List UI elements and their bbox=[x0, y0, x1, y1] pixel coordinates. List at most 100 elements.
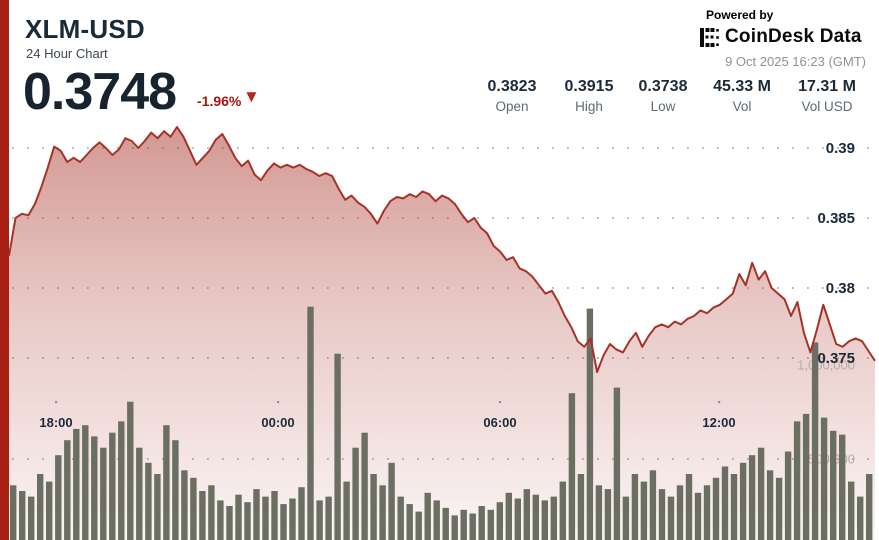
open-label: Open bbox=[495, 99, 529, 114]
open-value: 0.3823 bbox=[487, 78, 537, 95]
volume-bar bbox=[46, 481, 53, 540]
volume-bar bbox=[217, 500, 224, 540]
volume-bar bbox=[568, 393, 576, 540]
volume-bar bbox=[10, 485, 17, 540]
volume-bar bbox=[559, 481, 566, 540]
volume-bar bbox=[577, 474, 585, 540]
chart-subtitle: 24 Hour Chart bbox=[26, 46, 108, 61]
volume-bar bbox=[172, 440, 179, 540]
volume-bar bbox=[631, 474, 639, 540]
volume-bar bbox=[848, 481, 855, 540]
chart-timestamp: 9 Oct 2025 16:23 (GMT) bbox=[725, 54, 866, 69]
vol-label: Vol bbox=[732, 99, 752, 114]
time-axis-labels: 18:00 00:00 06:00 12:00 bbox=[39, 401, 736, 430]
volume-bar bbox=[433, 500, 440, 540]
volume-bar bbox=[352, 447, 359, 540]
volume-bar bbox=[271, 491, 278, 540]
volume-bar bbox=[415, 511, 422, 540]
volume-bar bbox=[55, 455, 62, 540]
volume-bar bbox=[866, 474, 873, 540]
volume-bar bbox=[685, 474, 693, 540]
volume-bar bbox=[190, 477, 197, 540]
price-change-percent: -1.96% bbox=[197, 93, 242, 109]
volume-bar bbox=[766, 470, 774, 540]
volume-bar bbox=[730, 474, 738, 540]
stat-vol-usd: 17.31 M Vol USD bbox=[785, 78, 869, 114]
volume-bar bbox=[334, 353, 341, 540]
volume-bar bbox=[595, 485, 603, 540]
time-tick-label: 00:00 bbox=[261, 415, 294, 430]
volume-bar bbox=[199, 491, 206, 540]
volume-bar bbox=[181, 470, 188, 540]
volume-bar bbox=[712, 477, 720, 540]
volume-bar bbox=[19, 491, 26, 540]
volume-bar bbox=[757, 447, 765, 540]
time-tick-dot bbox=[718, 401, 721, 404]
volume-bar bbox=[64, 440, 71, 540]
price-area-fill bbox=[9, 127, 875, 540]
volume-bar bbox=[649, 470, 657, 540]
price-tick-label: 0.38 bbox=[826, 280, 855, 297]
volume-bar bbox=[343, 481, 350, 540]
low-label: Low bbox=[650, 99, 676, 114]
volume-bar bbox=[451, 515, 458, 540]
volume-bar bbox=[857, 496, 864, 540]
volume-bars bbox=[10, 306, 873, 540]
volume-bar bbox=[830, 430, 837, 540]
stat-high: 0.3915 High bbox=[551, 78, 627, 114]
volume-bar bbox=[469, 513, 476, 540]
volume-bar bbox=[154, 474, 161, 540]
volume-bar bbox=[370, 474, 377, 540]
volume-bar bbox=[100, 447, 107, 540]
ohlc-stats-row: 0.3823 Open 0.3915 High 0.3738 Low 45.33… bbox=[473, 78, 869, 114]
volume-bar bbox=[73, 428, 80, 540]
volume-tick-label: 1,000,000 bbox=[797, 358, 855, 373]
time-tick-label: 18:00 bbox=[39, 415, 72, 430]
volume-bar bbox=[289, 498, 296, 540]
volume-bar bbox=[136, 447, 143, 540]
left-accent-bar bbox=[0, 0, 9, 540]
volume-bar bbox=[505, 492, 512, 540]
volume-bar bbox=[586, 308, 594, 540]
price-line bbox=[8, 126, 876, 373]
volume-bar bbox=[622, 496, 630, 540]
volume-bar bbox=[397, 496, 404, 540]
volume-bar bbox=[703, 485, 711, 540]
stat-open: 0.3823 Open bbox=[473, 78, 551, 114]
volume-bar bbox=[442, 507, 449, 540]
volume-bar bbox=[82, 425, 89, 540]
volume-bar bbox=[208, 485, 215, 540]
low-value: 0.3738 bbox=[638, 78, 688, 95]
volume-bar bbox=[839, 434, 846, 540]
volume-bar bbox=[775, 477, 783, 540]
volume-bar bbox=[406, 504, 413, 540]
volume-bar bbox=[658, 489, 666, 540]
volume-bar bbox=[676, 485, 684, 540]
volume-bar bbox=[28, 496, 35, 540]
volume-bar bbox=[793, 421, 801, 540]
volume-bar bbox=[325, 496, 332, 540]
vol-usd-label: Vol USD bbox=[801, 99, 853, 114]
volume-bar bbox=[802, 413, 810, 540]
volume-bar bbox=[811, 342, 819, 540]
volume-bar bbox=[478, 506, 485, 540]
volume-bar bbox=[748, 455, 756, 540]
volume-bar bbox=[109, 432, 116, 540]
volume-bar bbox=[694, 492, 702, 540]
price-tick-label: 0.39 bbox=[826, 140, 855, 157]
volume-bar bbox=[784, 451, 792, 540]
volume-bar bbox=[388, 462, 395, 540]
pair-title: XLM-USD bbox=[25, 14, 145, 44]
current-price: 0.3748 bbox=[23, 63, 177, 121]
volume-bar bbox=[613, 387, 621, 540]
volume-bar bbox=[640, 481, 648, 540]
volume-bar bbox=[163, 425, 170, 540]
coindesk-data-brand[interactable]: CoinDesk Data bbox=[700, 26, 862, 48]
volume-bar bbox=[550, 496, 557, 540]
price-tick-label: 0.385 bbox=[817, 210, 855, 227]
volume-bar bbox=[667, 496, 675, 540]
volume-bar bbox=[541, 500, 548, 540]
volume-bar bbox=[460, 509, 467, 540]
